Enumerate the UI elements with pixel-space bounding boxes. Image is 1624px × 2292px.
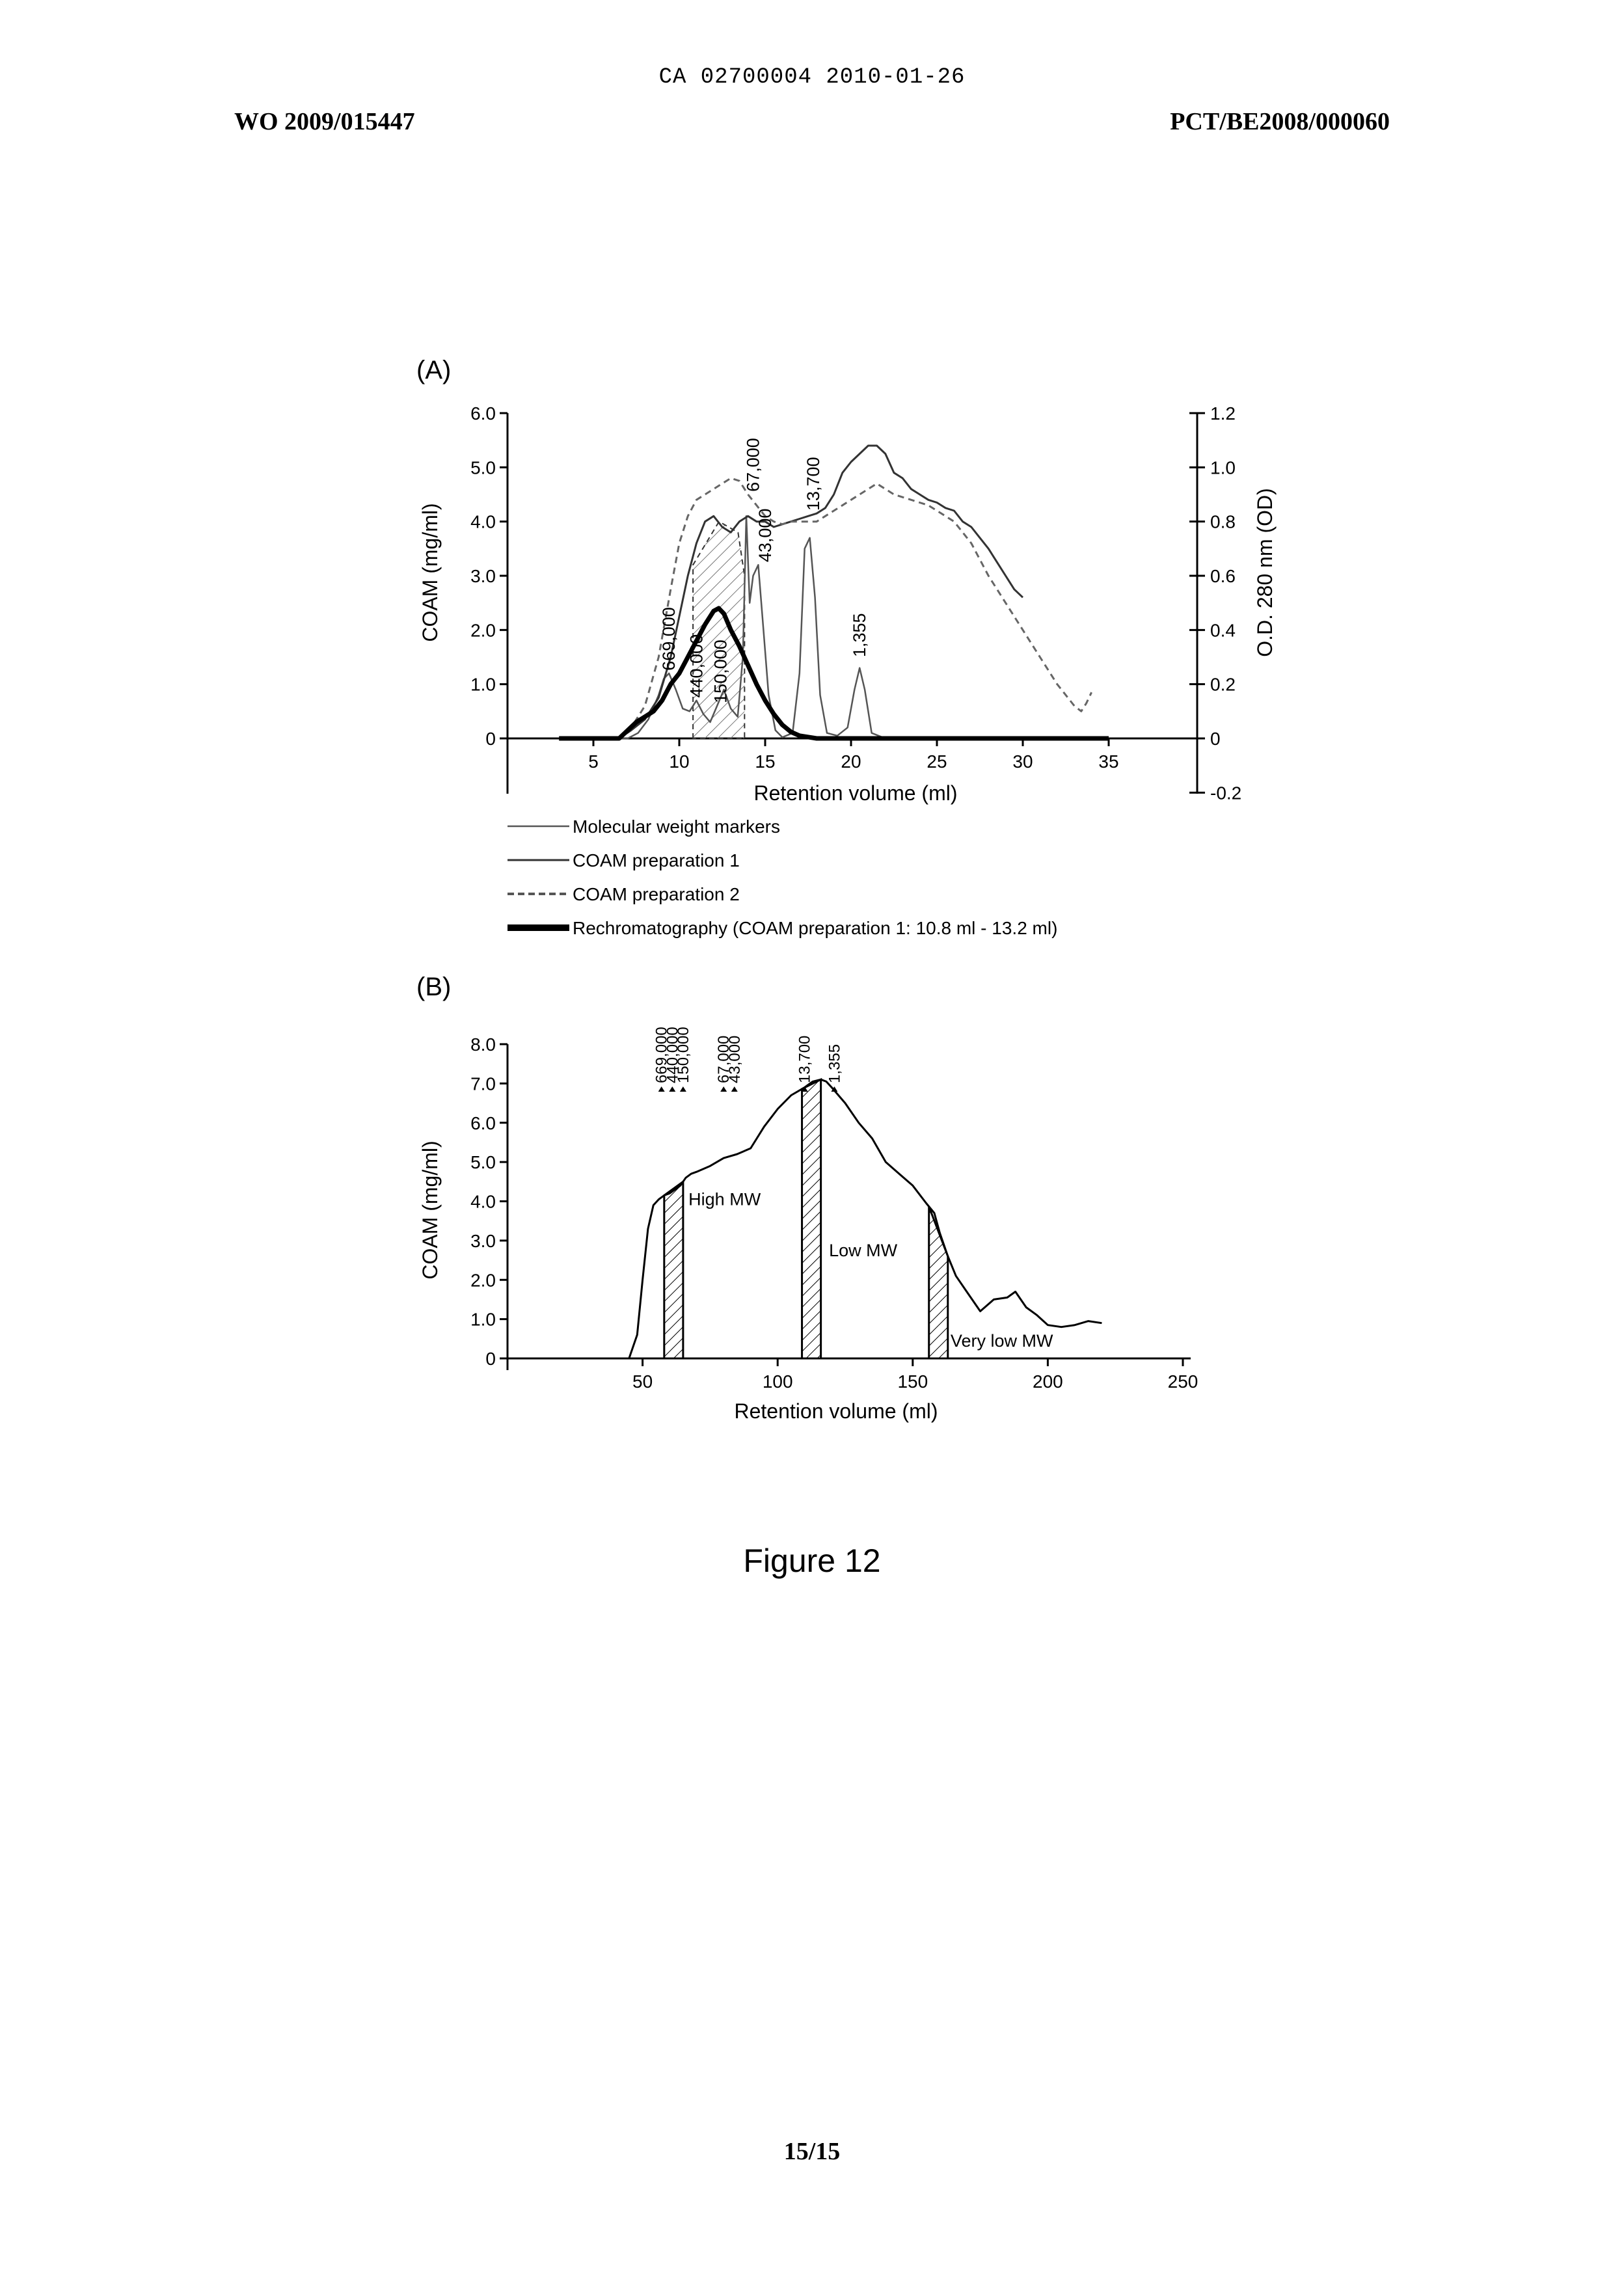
- panel-b-region-labels: High MW Low MW Very low MW: [688, 1190, 1053, 1351]
- panel-b-region-label: Very low MW: [951, 1331, 1053, 1351]
- panel-b-x-tick-label: 250: [1168, 1371, 1198, 1392]
- panel-a-legend-label: Molecular weight markers: [573, 816, 780, 837]
- panel-a-x-tick-label: 35: [1098, 751, 1118, 772]
- panel-b-y-tick-label: 3.0: [470, 1231, 496, 1251]
- panel-a-y-tick-label: 6.0: [470, 403, 496, 424]
- panel-a-y2-tick-label: 0: [1210, 729, 1221, 749]
- panel-a-y2-tick-label: 1.0: [1210, 457, 1236, 478]
- panel-b-y-tick-label: 7.0: [470, 1073, 496, 1094]
- panel-a-legend-label: Rechromatography (COAM preparation 1: 10…: [573, 918, 1057, 938]
- panel-b-x-tick-label: 100: [763, 1371, 793, 1392]
- panel-a-y2-tick-label: 0.2: [1210, 675, 1236, 695]
- panel-b-y-tick-label: 8.0: [470, 1034, 496, 1055]
- panel-b-marker-label: 43,000: [726, 1036, 744, 1083]
- panel-a-y2-tick-label: 1.2: [1210, 403, 1236, 424]
- panel-b-region-label: Low MW: [829, 1241, 898, 1260]
- panel-b-fraction-band: [664, 1181, 683, 1358]
- panel-b-y-tick-label: 5.0: [470, 1152, 496, 1172]
- panel-b-x-axis-label: Retention volume (ml): [735, 1399, 938, 1423]
- panel-b-marker-arrow: [731, 1086, 738, 1092]
- panel-b-x-tick-label: 150: [897, 1371, 928, 1392]
- panel-a-y2-tick-label: 0.6: [1210, 566, 1236, 586]
- panel-a-x-tick-label: 25: [927, 751, 947, 772]
- panel-a-axes: 0 1.0 2.0 3.0 4.0 5.0 6.0 -0.2 0 0.2 0.4 0.6 0.8 1.0 1…: [470, 403, 1241, 803]
- panel-a-marker-label: 150,000: [710, 640, 730, 703]
- panel-b-marker-label: 13,700: [796, 1036, 814, 1083]
- panel-a-y2-tick-label: -0.2: [1210, 783, 1241, 803]
- panel-b-marker-label: 1,355: [826, 1044, 843, 1083]
- panel-a-series: [559, 446, 1109, 738]
- panel-b-marker-arrow: [680, 1086, 686, 1092]
- panel-a-y2-tick-label: 0.4: [1210, 620, 1236, 640]
- panel-a-x-tick-label: 5: [588, 751, 599, 772]
- panel-a-y-tick-label: 3.0: [470, 566, 496, 586]
- chart-panel-b: (B) 0 1.0 2.0 3.0 4.0 5.0 6.0 7.0 8.0 50 100 150 200…: [416, 973, 1198, 1423]
- panel-b-shaded-regions: [664, 1079, 948, 1358]
- panel-a-legend-label: COAM preparation 1: [573, 850, 740, 870]
- panel-b-x-tick-label: 50: [632, 1371, 653, 1392]
- panel-a-y-axis-label: COAM (mg/ml): [418, 503, 442, 641]
- panel-b-y-tick-label: 6.0: [470, 1113, 496, 1133]
- panel-a-y-tick-label: 4.0: [470, 512, 496, 532]
- panel-a-marker-label: 67,000: [744, 438, 763, 492]
- panel-b-marker-label: 150,000: [675, 1027, 692, 1083]
- panel-b-marker-arrow: [658, 1086, 665, 1092]
- panel-a-legend: Molecular weight markers COAM preparation…: [508, 816, 1057, 938]
- panel-b-y-tick-label: 1.0: [470, 1310, 496, 1330]
- panel-a-y-tick-label: 1.0: [470, 675, 496, 695]
- panel-a-x-tick-label: 20: [841, 751, 861, 772]
- panel-a-marker-label: 13,700: [804, 457, 823, 511]
- panel-a-marker-label: 43,000: [755, 509, 775, 563]
- panel-b-marker-arrow: [669, 1086, 675, 1092]
- panel-b-y-axis-label: COAM (mg/ml): [418, 1140, 442, 1279]
- panel-b-region-label: High MW: [688, 1190, 761, 1209]
- panel-a-x-axis-label: Retention volume (ml): [754, 781, 958, 805]
- panel-a-x-tick-label: 10: [669, 751, 689, 772]
- figure-caption: Figure 12: [0, 1542, 1624, 1580]
- panel-a-y-tick-label: 2.0: [470, 620, 496, 640]
- panel-a-y-tick-label: 0: [485, 729, 496, 749]
- panel-b-fraction-band: [802, 1079, 821, 1358]
- panel-a-y2-axis-label: O.D. 280 nm (OD): [1253, 488, 1277, 657]
- panel-a-marker-label: 669,000: [659, 607, 679, 671]
- panel-b-marker-arrow: [720, 1086, 727, 1092]
- chart-panel-a: (A) 0 1.0 2.0 3.0 4.0 5.0 6.0 -0.2 0 0.2 0.4 0.6 0.8…: [416, 356, 1277, 938]
- panel-b-elution-curve: [629, 1079, 1102, 1358]
- panel-a-x-tick-label: 15: [755, 751, 775, 772]
- panel-b-y-tick-label: 2.0: [470, 1270, 496, 1290]
- panel-b-y-tick-label: 4.0: [470, 1192, 496, 1212]
- panel-a-series-rechromatography: [559, 608, 1109, 738]
- page-number: 15/15: [0, 2137, 1624, 2166]
- panel-a-y-tick-label: 5.0: [470, 457, 496, 478]
- panel-a-y2-tick-label: 0.8: [1210, 512, 1236, 532]
- panel-b-series: [629, 1079, 1102, 1358]
- panel-b-x-tick-label: 200: [1033, 1371, 1063, 1392]
- panel-a-marker-label: 1,355: [850, 613, 869, 657]
- panel-a-marker-labels: 669,000 440,000150,000 67,000 43,000 13,700 1…: [659, 438, 869, 703]
- panel-a-marker-label: 440,000: [686, 634, 706, 698]
- panel-a-series-molecular-weight-markers: [559, 516, 1091, 738]
- panel-a-series-coam-preparation-2: [619, 478, 1092, 738]
- panel-b-y-tick-label: 0: [485, 1349, 496, 1369]
- panel-b-label: (B): [416, 973, 451, 1001]
- panel-a-label: (A): [416, 356, 451, 384]
- panel-a-x-tick-label: 30: [1012, 751, 1033, 772]
- panel-a-legend-label: COAM preparation 2: [573, 884, 740, 904]
